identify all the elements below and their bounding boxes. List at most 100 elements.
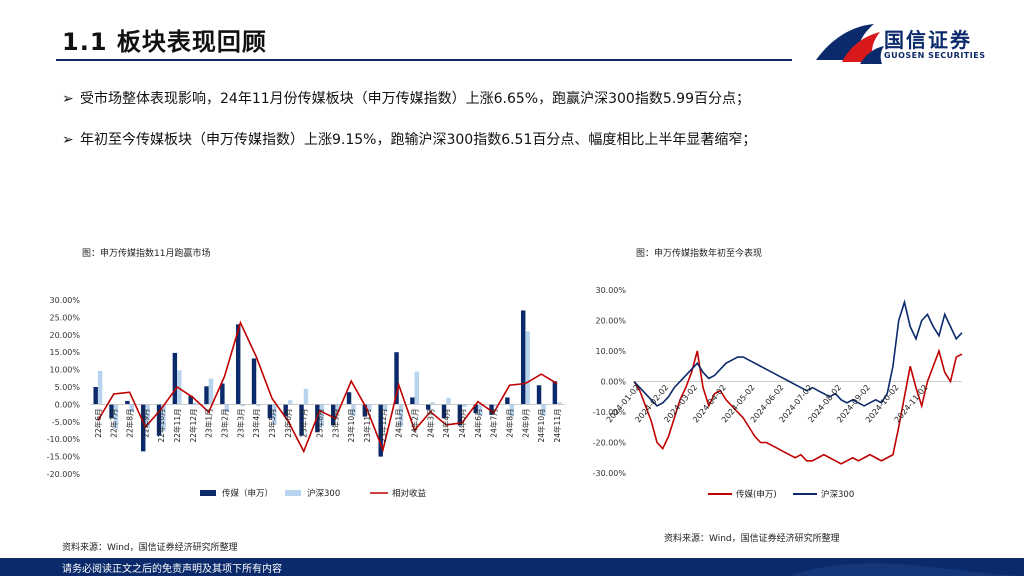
bar-media [251, 358, 257, 405]
y-tick-label: 30.00% [595, 286, 626, 295]
y-tick-label: 20.00% [595, 317, 626, 326]
bar-hs300 [208, 378, 214, 405]
x-tick-label: 23年12月 [378, 408, 388, 442]
bar-hs300 [272, 404, 277, 425]
x-tick-label: 22年10月 [156, 408, 166, 442]
bar-hs300 [493, 404, 499, 407]
bar-hs300 [113, 404, 119, 429]
legend-label: 沪深300 [821, 489, 854, 500]
y-tick-label: 15.00% [49, 348, 80, 357]
x-tick-label: 24年10月 [536, 408, 546, 442]
bar-hs300 [97, 370, 103, 405]
bar-media [235, 324, 241, 405]
bar-media [362, 404, 368, 417]
x-tick-label: 24年11月 [552, 408, 562, 442]
bar-hs300 [414, 371, 420, 405]
x-tick-label: 24年8月 [505, 408, 515, 437]
x-tick-label: 23年7月 [299, 408, 309, 437]
left-chart-source: 资料来源：Wind，国信证券经济研究所整理 [62, 543, 238, 553]
relative-return-line [97, 320, 558, 454]
bar-hs300 [240, 404, 245, 407]
bar-media [156, 404, 162, 436]
bar-hs300 [145, 404, 150, 429]
logo-text-cn: 国信证券 [884, 28, 972, 52]
bar-hs300 [382, 404, 388, 412]
bullet-text: 年初至今传媒板块（申万传媒指数）上涨9.15%，跑输沪深300指数6.51百分点… [80, 132, 757, 148]
y-tick-label: 0.00% [601, 378, 627, 387]
right-chart-caption: 图：申万传媒指数年初至今表现 [636, 249, 763, 259]
x-tick-label: 23年8月 [315, 408, 325, 437]
bar-hs300 [557, 402, 562, 405]
x-tick-label: 24年9月 [520, 408, 530, 437]
bullet-text: 受市场整体表现影响，24年11月份传媒板块（申万传媒指数）上涨6.65%，跑赢沪… [80, 91, 750, 107]
bar-media [394, 352, 399, 405]
bar-media [346, 392, 352, 405]
legend-label: 沪深300 [307, 488, 340, 499]
left-bar-chart: 30.00% 25.00% 20.00% 15.00% 10.00% 5.00% 0.00%… [47, 296, 565, 499]
left-chart-caption: 图：申万传媒指数11月跑赢市场 [82, 249, 211, 259]
bar-hs300 [129, 404, 135, 413]
y-tick-label: 10.00% [595, 347, 626, 356]
bar-media [220, 383, 225, 405]
bar-media [441, 404, 447, 419]
bar-media [267, 404, 273, 419]
bullet-1: ➢ 受市场整体表现影响，24年11月份传媒板块（申万传媒指数）上涨6.65%，跑赢… [62, 88, 750, 108]
x-tick-label: 24年7月 [489, 408, 499, 437]
logo-text-en: GUOSEN SECURITIES [884, 51, 986, 60]
x-tick-label: 22年11月 [172, 408, 182, 442]
bar-media [552, 381, 558, 405]
bar-media [378, 404, 383, 457]
legend-swatch [285, 490, 301, 496]
bar-media [140, 404, 146, 452]
x-tick-label: 23年11月 [362, 408, 372, 442]
y-tick-label: -10.00% [593, 408, 627, 417]
legend-label: 传媒（申万） [222, 488, 273, 499]
bullet-2: ➢ 年初至今传媒板块（申万传媒指数）上涨9.15%，跑输沪深300指数6.51百分… [62, 129, 756, 149]
x-tick-label: 23年4月 [251, 408, 261, 437]
x-tick-label: 23年10月 [346, 408, 356, 442]
right-chart-source: 资料来源：Wind，国信证券经济研究所整理 [664, 534, 840, 544]
page-title: 1.1 板块表现回顾 [62, 28, 267, 56]
guosen-logo-icon [816, 24, 884, 64]
bar-hs300 [367, 404, 372, 412]
y-tick-label: -20.00% [47, 470, 81, 479]
bar-hs300 [351, 404, 356, 416]
x-tick-label: 24年3月 [425, 408, 435, 437]
y-tick-label: -20.00% [593, 439, 627, 448]
bar-media [283, 404, 288, 417]
bullet-arrow-icon: ➢ [62, 132, 74, 148]
bar-hs300 [462, 404, 467, 407]
bar-hs300 [319, 404, 325, 426]
bar-hs300 [192, 402, 198, 405]
y-tick-label: -30.00% [593, 469, 627, 478]
bar-hs300 [477, 404, 483, 416]
bar-hs300 [224, 404, 230, 412]
x-tick-label: 22年9月 [140, 408, 150, 437]
footer-bar: 请务必阅读正文之后的免责声明及其项下所有内容 [0, 558, 1024, 576]
footer-disclaimer: 请务必阅读正文之后的免责声明及其项下所有内容 [62, 564, 282, 575]
x-tick-label: 22年8月 [125, 408, 135, 437]
bar-hs300 [446, 397, 451, 405]
y-tick-label: 30.00% [49, 296, 80, 305]
bar-media [457, 404, 463, 426]
bar-hs300 [161, 404, 166, 432]
legend-swatch [200, 490, 216, 496]
bar-hs300 [509, 404, 515, 417]
x-tick-label: 23年6月 [283, 408, 293, 437]
x-tick-label: 24年2月 [410, 408, 420, 437]
bar-hs300 [525, 331, 530, 405]
legend-label: 传媒(申万) [736, 489, 777, 500]
x-tick-label: 23年9月 [330, 408, 340, 437]
bar-hs300 [335, 404, 340, 412]
x-tick-label: 24年4月 [441, 408, 451, 437]
footer-watermark-icon [790, 563, 1020, 576]
x-tick-label: 23年2月 [220, 408, 230, 437]
x-tick-label: 24年5月 [457, 408, 467, 437]
bar-media [410, 397, 415, 405]
y-tick-label: 25.00% [49, 313, 80, 322]
bar-media [505, 397, 510, 405]
bar-media [188, 395, 193, 405]
legend-label: 相对收益 [392, 488, 427, 499]
y-tick-label: -15.00% [47, 453, 81, 462]
y-tick-label: 0.00% [55, 400, 81, 409]
